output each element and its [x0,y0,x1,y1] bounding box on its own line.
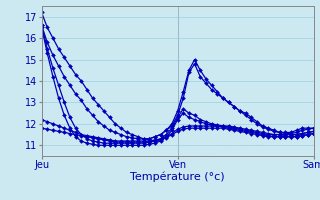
X-axis label: Température (°c): Température (°c) [130,172,225,182]
